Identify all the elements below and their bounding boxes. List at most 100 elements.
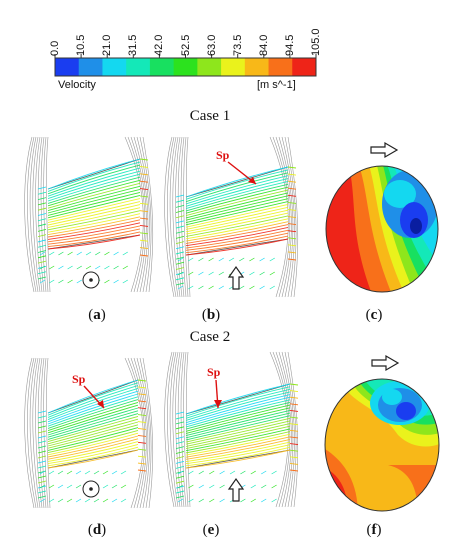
velocity-vector xyxy=(175,215,185,219)
colored-streamline xyxy=(185,436,291,458)
velocity-vector xyxy=(259,271,265,276)
colored-streamline xyxy=(185,433,291,456)
colored-streamline xyxy=(185,388,291,419)
colored-streamline xyxy=(185,172,289,203)
velocity-vector xyxy=(37,213,47,216)
velocity-vector xyxy=(37,186,47,190)
velocity-vector xyxy=(37,445,47,449)
grey-streamline xyxy=(183,136,189,298)
velocity-vector xyxy=(198,470,204,475)
colored-streamline xyxy=(185,235,289,254)
velocity-vector xyxy=(67,279,73,284)
grey-streamline xyxy=(167,351,177,508)
velocity-vector xyxy=(84,498,91,503)
velocity-vector xyxy=(37,239,47,243)
velocity-vector xyxy=(37,465,47,469)
velocity-vector xyxy=(198,257,204,262)
velocity-vector xyxy=(139,239,149,242)
velocity-vector xyxy=(287,258,297,261)
colored-streamline xyxy=(47,198,141,221)
velocity-vector xyxy=(102,484,109,489)
grey-streamline xyxy=(45,357,51,509)
grey-streamline xyxy=(24,136,35,293)
colored-streamline xyxy=(185,431,291,454)
velocity-vector xyxy=(137,386,147,389)
velocity-vector xyxy=(287,209,297,211)
velocity-vector xyxy=(289,390,299,393)
velocity-vector xyxy=(139,217,149,220)
panel-label-e: (e) xyxy=(202,522,220,538)
colored-streamline xyxy=(185,441,291,462)
grey-streamline xyxy=(27,136,37,293)
colored-streamline xyxy=(47,418,139,445)
velocity-vector xyxy=(137,379,147,382)
velocity-vector xyxy=(139,180,149,183)
velocity-vector xyxy=(175,475,185,479)
grey-streamline xyxy=(284,351,297,508)
velocity-vector xyxy=(287,251,297,254)
velocity-vector xyxy=(219,498,225,503)
channel-wall xyxy=(47,449,139,469)
velocity-vector xyxy=(175,251,185,255)
velocity-vector xyxy=(249,257,255,262)
velocity-vector xyxy=(39,265,46,270)
separation-point-arrow-d xyxy=(83,385,105,409)
panel-label-d: (d) xyxy=(87,522,107,538)
velocity-vector xyxy=(137,448,147,451)
colored-streamline xyxy=(185,417,291,443)
velocity-vector xyxy=(249,285,255,290)
grey-streamline xyxy=(142,136,154,293)
velocity-vector xyxy=(175,421,185,425)
grey-streamline xyxy=(275,136,292,298)
velocity-vector xyxy=(198,498,204,503)
velocity-vector xyxy=(287,166,297,169)
colored-streamline xyxy=(47,449,139,469)
velocity-vector xyxy=(37,202,47,206)
velocity-vector xyxy=(287,216,297,218)
velocity-vector xyxy=(261,470,267,475)
colored-streamline xyxy=(185,404,291,432)
colorbar-band xyxy=(268,58,293,76)
grey-streamline xyxy=(142,357,154,509)
colored-streamline xyxy=(47,415,139,443)
velocity-vector xyxy=(37,255,47,259)
velocity-vector xyxy=(289,423,299,426)
velocity-vector xyxy=(95,251,101,256)
velocity-vector xyxy=(261,498,267,503)
velocity-vector xyxy=(48,470,55,475)
grey-streamline xyxy=(130,136,147,293)
velocity-vector xyxy=(188,470,194,475)
colored-streamline xyxy=(185,391,291,421)
velocity-vector xyxy=(289,443,299,445)
colored-streamline xyxy=(185,425,291,450)
velocity-vector xyxy=(269,257,275,262)
velocity-vector xyxy=(175,194,185,198)
velocity-vector xyxy=(175,446,185,449)
velocity-vector xyxy=(37,420,47,424)
panel-label-a: (a) xyxy=(88,307,106,323)
velocity-vector xyxy=(120,498,127,503)
velocity-vector xyxy=(137,393,147,396)
velocity-vector xyxy=(111,470,118,475)
colored-streamline xyxy=(47,179,141,207)
panel-a-streamlines xyxy=(24,136,154,293)
velocity-vector xyxy=(175,236,185,239)
velocity-vector xyxy=(289,416,299,419)
colored-streamline xyxy=(185,446,291,467)
colorbar-band xyxy=(292,58,317,76)
velocity-vector xyxy=(218,285,224,290)
colored-streamline xyxy=(185,238,289,256)
velocity-vector xyxy=(139,254,149,257)
velocity-vector xyxy=(37,223,47,227)
velocity-vector xyxy=(137,414,147,417)
colored-streamline xyxy=(185,415,291,441)
velocity-vector xyxy=(188,498,194,503)
velocity-vector xyxy=(122,251,128,256)
velocity-vector xyxy=(175,480,185,484)
grey-streamline xyxy=(139,136,152,293)
velocity-vector xyxy=(271,484,277,489)
velocity-vector xyxy=(37,455,47,459)
separation-point-label-e: Sp xyxy=(207,365,221,379)
colored-streamline xyxy=(185,396,291,426)
colorbar-band xyxy=(244,58,270,76)
